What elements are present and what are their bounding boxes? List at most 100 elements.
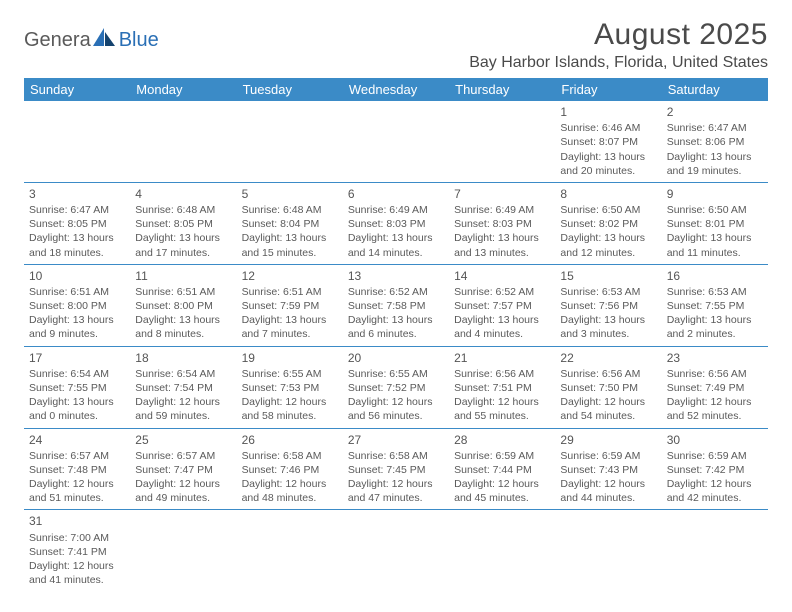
daylight-text: Daylight: 12 hours and 42 minutes. [667,477,763,505]
calendar-day-cell: 22Sunrise: 6:56 AMSunset: 7:50 PMDayligh… [555,346,661,428]
calendar-table: Sunday Monday Tuesday Wednesday Thursday… [24,78,768,591]
daylight-text: Daylight: 13 hours and 13 minutes. [454,231,550,259]
sunset-text: Sunset: 7:51 PM [454,381,550,395]
daylight-text: Daylight: 12 hours and 49 minutes. [135,477,231,505]
day-number: 16 [667,268,763,284]
sunrise-text: Sunrise: 6:59 AM [454,449,550,463]
calendar-day-cell: 31Sunrise: 7:00 AMSunset: 7:41 PMDayligh… [24,510,130,591]
sunset-text: Sunset: 7:56 PM [560,299,656,313]
calendar-day-cell: 25Sunrise: 6:57 AMSunset: 7:47 PMDayligh… [130,428,236,510]
daylight-text: Daylight: 12 hours and 47 minutes. [348,477,444,505]
calendar-day-cell: 21Sunrise: 6:56 AMSunset: 7:51 PMDayligh… [449,346,555,428]
daylight-text: Daylight: 12 hours and 59 minutes. [135,395,231,423]
calendar-day-cell: 26Sunrise: 6:58 AMSunset: 7:46 PMDayligh… [237,428,343,510]
calendar-day-cell [449,101,555,182]
calendar-day-cell: 18Sunrise: 6:54 AMSunset: 7:54 PMDayligh… [130,346,236,428]
daylight-text: Daylight: 13 hours and 6 minutes. [348,313,444,341]
calendar-day-cell [449,510,555,591]
calendar-day-cell [343,510,449,591]
day-number: 30 [667,432,763,448]
sunrise-text: Sunrise: 6:57 AM [135,449,231,463]
sunrise-text: Sunrise: 6:46 AM [560,121,656,135]
daylight-text: Daylight: 12 hours and 55 minutes. [454,395,550,423]
calendar-day-cell: 15Sunrise: 6:53 AMSunset: 7:56 PMDayligh… [555,264,661,346]
sunrise-text: Sunrise: 6:52 AM [348,285,444,299]
sunset-text: Sunset: 7:48 PM [29,463,125,477]
daylight-text: Daylight: 13 hours and 19 minutes. [667,150,763,178]
calendar-day-cell [130,510,236,591]
sunrise-text: Sunrise: 6:49 AM [454,203,550,217]
weekday-header: Wednesday [343,78,449,101]
sunrise-text: Sunrise: 6:55 AM [242,367,338,381]
day-number: 11 [135,268,231,284]
calendar-day-cell: 5Sunrise: 6:48 AMSunset: 8:04 PMDaylight… [237,182,343,264]
sunrise-text: Sunrise: 6:58 AM [348,449,444,463]
calendar-week-row: 1Sunrise: 6:46 AMSunset: 8:07 PMDaylight… [24,101,768,182]
sunset-text: Sunset: 7:59 PM [242,299,338,313]
sunset-text: Sunset: 7:55 PM [667,299,763,313]
sunrise-text: Sunrise: 6:54 AM [29,367,125,381]
calendar-day-cell: 13Sunrise: 6:52 AMSunset: 7:58 PMDayligh… [343,264,449,346]
daylight-text: Daylight: 12 hours and 44 minutes. [560,477,656,505]
calendar-day-cell: 1Sunrise: 6:46 AMSunset: 8:07 PMDaylight… [555,101,661,182]
sunrise-text: Sunrise: 6:53 AM [667,285,763,299]
sunrise-text: Sunrise: 7:00 AM [29,531,125,545]
daylight-text: Daylight: 12 hours and 56 minutes. [348,395,444,423]
day-number: 8 [560,186,656,202]
daylight-text: Daylight: 13 hours and 15 minutes. [242,231,338,259]
daylight-text: Daylight: 13 hours and 12 minutes. [560,231,656,259]
day-number: 2 [667,104,763,120]
calendar-day-cell: 8Sunrise: 6:50 AMSunset: 8:02 PMDaylight… [555,182,661,264]
sunset-text: Sunset: 7:45 PM [348,463,444,477]
day-number: 29 [560,432,656,448]
daylight-text: Daylight: 12 hours and 58 minutes. [242,395,338,423]
sunset-text: Sunset: 7:58 PM [348,299,444,313]
sunrise-text: Sunrise: 6:48 AM [242,203,338,217]
sunrise-text: Sunrise: 6:56 AM [667,367,763,381]
calendar-page: Genera Blue August 2025 Bay Harbor Islan… [0,0,792,591]
calendar-day-cell: 6Sunrise: 6:49 AMSunset: 8:03 PMDaylight… [343,182,449,264]
header: Genera Blue August 2025 Bay Harbor Islan… [24,18,768,72]
calendar-day-cell: 10Sunrise: 6:51 AMSunset: 8:00 PMDayligh… [24,264,130,346]
calendar-day-cell: 28Sunrise: 6:59 AMSunset: 7:44 PMDayligh… [449,428,555,510]
day-number: 13 [348,268,444,284]
daylight-text: Daylight: 13 hours and 0 minutes. [29,395,125,423]
sunrise-text: Sunrise: 6:52 AM [454,285,550,299]
calendar-day-cell: 17Sunrise: 6:54 AMSunset: 7:55 PMDayligh… [24,346,130,428]
daylight-text: Daylight: 12 hours and 52 minutes. [667,395,763,423]
sunset-text: Sunset: 8:00 PM [29,299,125,313]
sunrise-text: Sunrise: 6:51 AM [29,285,125,299]
calendar-week-row: 24Sunrise: 6:57 AMSunset: 7:48 PMDayligh… [24,428,768,510]
sunset-text: Sunset: 8:05 PM [135,217,231,231]
calendar-day-cell: 29Sunrise: 6:59 AMSunset: 7:43 PMDayligh… [555,428,661,510]
sunrise-text: Sunrise: 6:59 AM [667,449,763,463]
sunrise-text: Sunrise: 6:50 AM [667,203,763,217]
calendar-week-row: 10Sunrise: 6:51 AMSunset: 8:00 PMDayligh… [24,264,768,346]
sunset-text: Sunset: 8:04 PM [242,217,338,231]
sunset-text: Sunset: 8:03 PM [348,217,444,231]
daylight-text: Daylight: 12 hours and 51 minutes. [29,477,125,505]
day-number: 18 [135,350,231,366]
calendar-day-cell: 4Sunrise: 6:48 AMSunset: 8:05 PMDaylight… [130,182,236,264]
day-number: 25 [135,432,231,448]
weekday-header: Thursday [449,78,555,101]
sunset-text: Sunset: 7:49 PM [667,381,763,395]
sunset-text: Sunset: 8:00 PM [135,299,231,313]
day-number: 9 [667,186,763,202]
daylight-text: Daylight: 12 hours and 48 minutes. [242,477,338,505]
calendar-day-cell [237,510,343,591]
day-number: 4 [135,186,231,202]
calendar-day-cell [343,101,449,182]
calendar-day-cell: 3Sunrise: 6:47 AMSunset: 8:05 PMDaylight… [24,182,130,264]
sunrise-text: Sunrise: 6:53 AM [560,285,656,299]
daylight-text: Daylight: 13 hours and 17 minutes. [135,231,231,259]
calendar-day-cell: 12Sunrise: 6:51 AMSunset: 7:59 PMDayligh… [237,264,343,346]
calendar-day-cell: 19Sunrise: 6:55 AMSunset: 7:53 PMDayligh… [237,346,343,428]
calendar-body: 1Sunrise: 6:46 AMSunset: 8:07 PMDaylight… [24,101,768,591]
sunset-text: Sunset: 7:42 PM [667,463,763,477]
sunrise-text: Sunrise: 6:51 AM [135,285,231,299]
day-number: 7 [454,186,550,202]
calendar-day-cell: 20Sunrise: 6:55 AMSunset: 7:52 PMDayligh… [343,346,449,428]
sunset-text: Sunset: 7:55 PM [29,381,125,395]
calendar-day-cell: 24Sunrise: 6:57 AMSunset: 7:48 PMDayligh… [24,428,130,510]
